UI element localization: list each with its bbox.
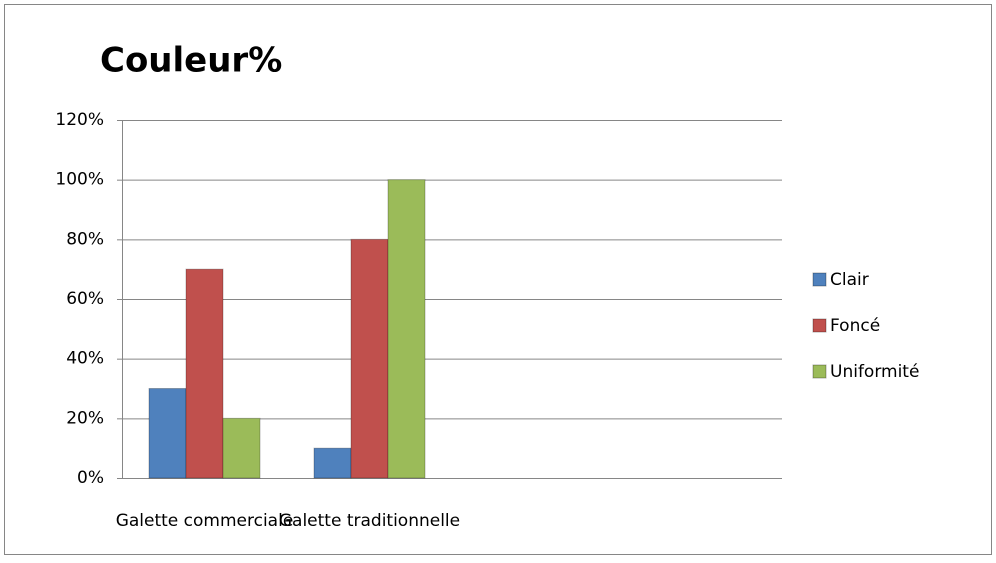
- legend-swatch: [812, 272, 827, 287]
- x-tick-label: Galette traditionnelle: [279, 511, 460, 531]
- bar: [148, 388, 187, 479]
- legend-label: Uniformité: [830, 362, 919, 382]
- legend-label: Foncé: [830, 316, 880, 336]
- legend-label: Clair: [830, 270, 869, 290]
- bar: [222, 417, 261, 479]
- bar: [313, 447, 352, 479]
- y-tick-label: 80%: [66, 229, 104, 249]
- legend-swatch: [812, 318, 827, 333]
- bar: [350, 238, 389, 479]
- y-tick-label: 0%: [77, 468, 104, 488]
- chart-title: Couleur%: [100, 41, 282, 81]
- y-tick-label: 40%: [66, 349, 104, 369]
- bar: [387, 179, 426, 479]
- y-tick-label: 60%: [66, 289, 104, 309]
- x-tick-label: Galette commerciale: [116, 511, 294, 531]
- legend-swatch: [812, 364, 827, 379]
- y-tick-label: 120%: [55, 110, 104, 130]
- y-tick-label: 100%: [55, 170, 104, 190]
- y-tick-label: 20%: [66, 408, 104, 428]
- bar: [185, 268, 224, 479]
